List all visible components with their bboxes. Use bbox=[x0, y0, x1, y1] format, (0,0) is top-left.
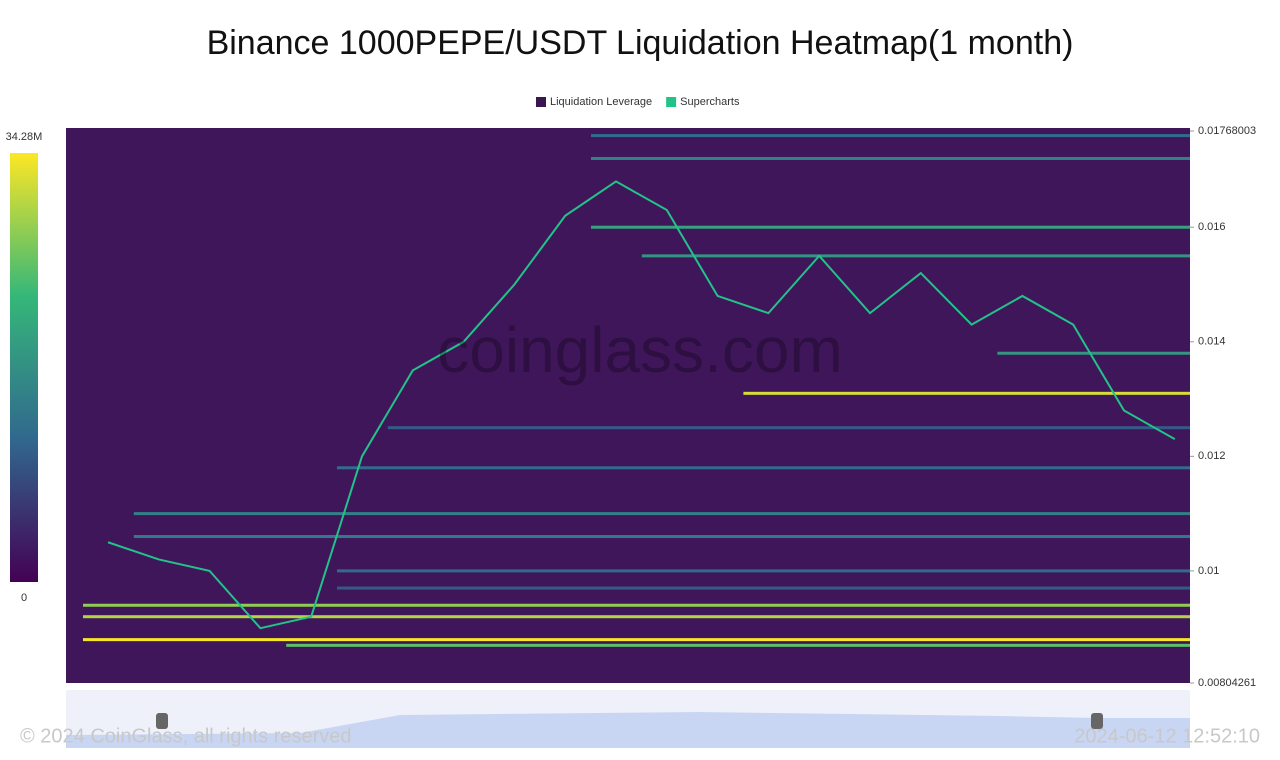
footer-timestamp: 2024-06-12 12:52:10 bbox=[1074, 725, 1260, 747]
price-line bbox=[107, 180, 1176, 630]
liquidation-band bbox=[337, 569, 1190, 573]
watermark: coinglass.com bbox=[437, 314, 843, 386]
navigator-handle[interactable] bbox=[1091, 713, 1103, 729]
footer-copyright: © 2024 CoinGlass, all rights reserved bbox=[20, 725, 352, 747]
liquidation-band bbox=[83, 603, 1190, 607]
liquidation-band bbox=[133, 512, 1190, 516]
liquidation-band bbox=[591, 225, 1190, 229]
colorbar bbox=[10, 153, 38, 582]
navigator-area bbox=[66, 712, 1190, 748]
liquidation-band bbox=[591, 134, 1190, 138]
liquidation-band bbox=[337, 586, 1190, 590]
plot-area bbox=[66, 128, 1190, 683]
liquidation-band bbox=[83, 615, 1190, 619]
colorbar-label: 34.28M bbox=[6, 131, 43, 143]
chart-title: Binance 1000PEPE/USDT Liquidation Heatma… bbox=[207, 24, 1074, 62]
y-tick-label: 0.012 bbox=[1198, 450, 1226, 462]
y-tick-label: 0.01 bbox=[1198, 565, 1219, 577]
legend-swatch bbox=[666, 97, 677, 107]
liquidation-band bbox=[591, 156, 1190, 160]
y-tick-label: 0.01768003 bbox=[1198, 125, 1256, 137]
liquidation-band bbox=[83, 638, 1190, 642]
liquidation-band bbox=[387, 426, 1190, 430]
liquidation-band bbox=[286, 643, 1190, 647]
legend-label: Supercharts bbox=[680, 96, 740, 108]
y-tick-label: 0.016 bbox=[1198, 221, 1226, 233]
colorbar-label: 0 bbox=[21, 592, 27, 604]
liquidation-band bbox=[641, 254, 1190, 258]
y-tick-label: 0.014 bbox=[1198, 336, 1226, 348]
navigator-handle[interactable] bbox=[156, 713, 168, 729]
legend-label: Liquidation Leverage bbox=[550, 96, 652, 108]
liquidation-band bbox=[133, 535, 1190, 539]
legend-swatch bbox=[536, 97, 546, 107]
liquidation-band bbox=[337, 466, 1190, 470]
liquidation-band bbox=[997, 351, 1190, 355]
navigator bbox=[66, 690, 1190, 748]
liquidation-band bbox=[743, 391, 1190, 395]
y-tick-label: 0.00804261 bbox=[1198, 677, 1256, 689]
